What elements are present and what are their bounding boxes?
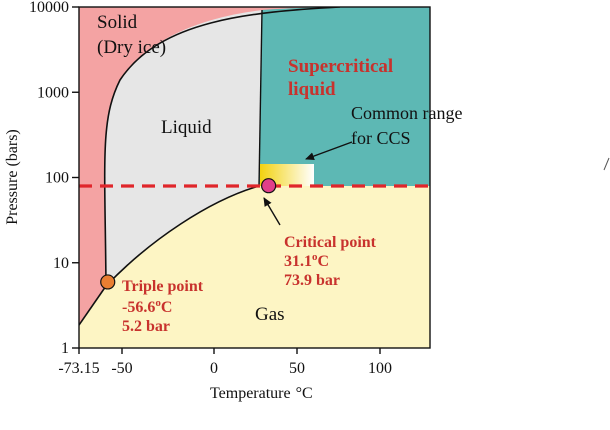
supercritical-region xyxy=(259,7,430,186)
x-axis-title-text: Temperature xyxy=(210,385,291,402)
x-tick-label: 50 xyxy=(289,360,305,377)
y-axis-ticks: 1 10 100 1000 10000 xyxy=(29,0,79,357)
stray-mark xyxy=(603,157,610,171)
critical-point-temperature: 31.1oC xyxy=(284,251,329,270)
x-tick-label: 0 xyxy=(210,360,218,377)
sublimation-curve xyxy=(79,285,107,326)
supercritical-liquid-label: liquid xyxy=(288,79,336,100)
x-tick-label: -50 xyxy=(111,360,132,377)
x-tick-label: 100 xyxy=(368,360,392,377)
critical-point-title: Critical point xyxy=(284,234,377,251)
liquid-region xyxy=(104,10,262,286)
triple-point-degree: o xyxy=(155,297,161,309)
y-tick-label: 10 xyxy=(53,255,69,272)
triple-point-pressure: 5.2 bar xyxy=(122,318,170,335)
liquid-label: Liquid xyxy=(161,117,212,138)
ccs-label-line1: Common range xyxy=(351,103,462,123)
x-axis-ticks: -73.15 -50 0 50 100 xyxy=(58,348,392,377)
triple-point-temp-value: -56.6 xyxy=(122,299,155,316)
dry-ice-label: (Dry ice) xyxy=(97,37,166,58)
supercritical-boundary xyxy=(258,9,263,187)
x-tick-label: -73.15 xyxy=(58,360,99,377)
y-axis-title: Pressure (bars) xyxy=(4,129,21,225)
critical-point-temp-value: 31.1 xyxy=(284,253,312,270)
triple-point-temperature: -56.6oC xyxy=(122,297,172,316)
solid-region xyxy=(79,7,340,325)
y-tick-label: 10000 xyxy=(29,0,69,16)
critical-point-marker xyxy=(261,178,277,194)
x-axis-unit: °C xyxy=(296,385,313,402)
ccs-label-line2: for CCS xyxy=(351,128,411,148)
supercritical-label: Supercritical xyxy=(288,56,393,77)
critical-point-arrow xyxy=(263,197,281,226)
ccs-arrow xyxy=(305,141,353,160)
gas-label: Gas xyxy=(255,304,285,325)
triple-point-marker xyxy=(100,274,116,290)
y-tick-label: 1 xyxy=(61,340,69,357)
y-tick-label: 1000 xyxy=(37,84,69,101)
critical-point-temp-unit: C xyxy=(318,253,330,270)
triple-point-title: Triple point xyxy=(122,278,204,295)
x-axis-title: Temperature °C xyxy=(210,385,313,402)
vaporization-curve xyxy=(105,185,260,287)
triple-point-temp-unit: C xyxy=(161,299,173,316)
critical-point-pressure: 73.9 bar xyxy=(284,272,340,289)
critical-point-degree: o xyxy=(312,251,318,263)
melting-curve xyxy=(103,7,341,287)
solid-label: Solid xyxy=(97,12,138,33)
y-tick-label: 100 xyxy=(45,170,69,187)
